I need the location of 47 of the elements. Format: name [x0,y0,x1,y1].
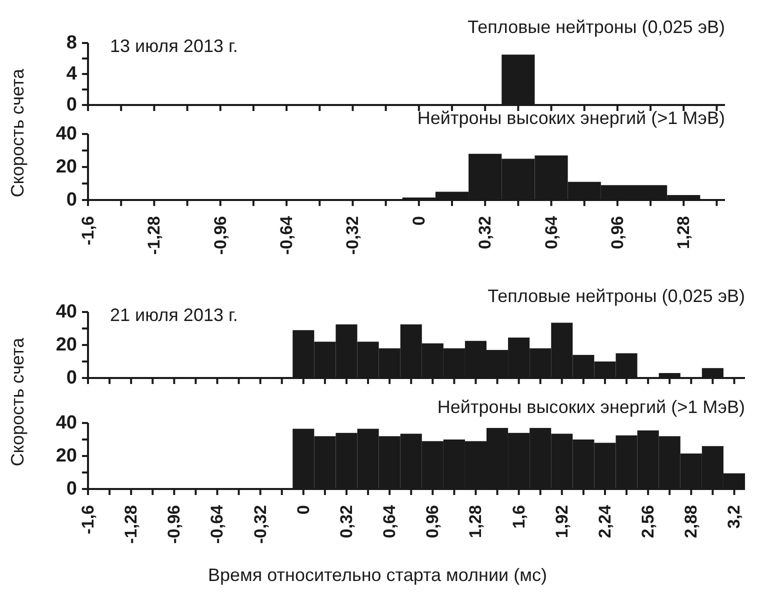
x-tick-label: -1,6 [78,505,98,534]
y-axis-title: Скорость счета [8,338,28,466]
x-tick-label: 1,28 [674,216,694,250]
x-tick-label: -1,28 [144,216,164,255]
x-tick-label: 3,2 [724,505,744,529]
y-axis-title: Скорость счета [8,68,28,198]
x-tick-label: 1,92 [552,505,572,538]
x-tick-label: -0,96 [164,505,184,544]
x-tick-label: 0 [409,216,428,226]
annotation: 21 июля 2013 г. [110,305,238,326]
x-tick-label: 0 [294,505,313,514]
x-tick-label: 0,96 [608,216,627,250]
x-tick-label: 0,32 [476,216,495,250]
y-tick-label: 20 [56,156,77,178]
y-tick-label: 0 [66,478,77,500]
chart-title: Тепловые нейтроны (0,025 эВ) [468,17,725,38]
y-tick-label: 40 [56,302,77,322]
x-tick-label: 2,88 [682,505,701,538]
x-tick-label: 2,56 [638,505,658,538]
x-tick-label: 0,32 [336,505,356,538]
x-tick-label: -0,32 [343,216,362,255]
x-tick-label: 1,6 [509,505,528,529]
y-tick-label: 40 [56,124,77,144]
chart-title: Нейтроны высоких энергий (>1 МэВ) [437,397,745,418]
x-tick-label: -0,64 [277,215,296,255]
y-tick-label: 4 [66,64,78,84]
x-tick-label: 1,28 [466,505,486,538]
chart-title: Нейтроны высоких энергий (>1 МэВ) [417,108,725,129]
y-tick-label: 0 [66,368,77,388]
x-tick-label: 0,64 [542,215,561,250]
y-tick-label: 20 [56,446,77,466]
x-tick-label: -0,64 [208,504,227,544]
y-tick-label: 20 [56,334,77,356]
x-tick-label: -0,96 [210,216,230,255]
y-tick-label: 40 [56,412,77,434]
y-tick-label: 0 [66,190,77,210]
x-tick-label: -0,32 [250,505,270,544]
x-tick-label: 0,96 [423,505,442,538]
chart-title: Тепловые нейтроны (0,025 эВ) [488,286,745,307]
annotation: 13 июля 2013 г. [110,36,238,57]
x-tick-label: -1,6 [78,216,98,246]
x-tick-label: 2,24 [595,504,614,538]
y-tick-label: 8 [66,32,77,54]
x-tick-label: 0,64 [380,504,400,538]
y-tick-label: 0 [66,94,77,116]
x-tick-label: -1,28 [122,505,141,544]
x-axis-title: Время относительно старта молнии (мс) [208,565,547,586]
